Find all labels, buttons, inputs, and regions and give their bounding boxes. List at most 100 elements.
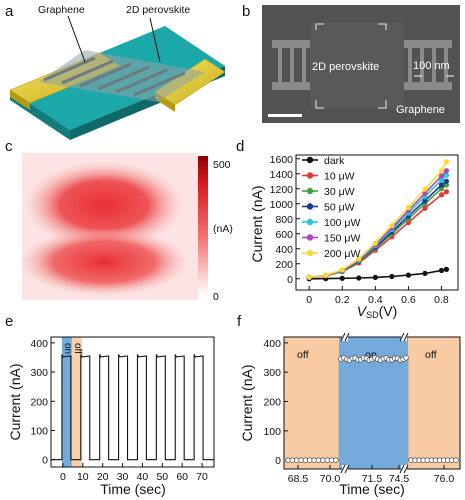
off-label-e: off: [72, 343, 83, 354]
x-tick-label-e: 50: [156, 471, 168, 483]
series-point-d: [438, 168, 445, 174]
x-tick-label-d: 0: [306, 294, 312, 306]
panel-label-d: d: [236, 138, 244, 155]
x-tick-label-d: 0.8: [434, 294, 449, 306]
axis-break-mark: [344, 464, 350, 474]
series-point-d: [356, 256, 362, 262]
sem-perovskite-flake: [310, 22, 404, 108]
axis-ticks-f: 68.5 70.0 71.5 74.5 76.0 0 100 200 300 400: [263, 338, 454, 485]
axis-break-mark: [399, 332, 405, 342]
y-tick-label-d: 800: [275, 214, 293, 226]
colorbar-min-label: 0: [213, 291, 219, 303]
callout-perovskite: 2D perovskite: [126, 4, 190, 16]
legend-marker-d: [306, 172, 314, 179]
series-point-d: [422, 205, 428, 211]
axis-break-gap: [401, 465, 407, 473]
on-off-regions-f: off on off: [284, 337, 460, 469]
legend-label-d: dark: [324, 155, 345, 167]
legend-marker-d: [306, 234, 314, 241]
axis-break-gap: [342, 333, 348, 341]
series-point-d: [356, 275, 362, 281]
x-tick-label-e: 60: [176, 471, 188, 483]
y-tick-label-d: 400: [275, 244, 293, 256]
switching-trace-e: [51, 354, 214, 461]
sem-label-perovskite: 2D perovskite: [312, 61, 379, 73]
series-point-d: [443, 189, 450, 195]
series-point-d: [339, 267, 345, 273]
x-tick-label-e: 40: [137, 471, 149, 483]
series-point-d: [389, 273, 395, 280]
axis-break-mark: [399, 464, 405, 474]
axis-break-mark: [340, 464, 346, 474]
y-tick-label-f: 400: [263, 338, 281, 350]
series-line-d: [309, 161, 448, 279]
xlabel-e: Time (sec): [100, 481, 166, 497]
y-tick-label-e: 200: [30, 396, 48, 408]
legend-marker-d: [306, 187, 314, 195]
legend-marker-d: [306, 156, 314, 164]
legend-marker-d: [306, 218, 314, 226]
y-tick-label-d: 200: [275, 259, 293, 271]
series-line-d: [309, 268, 447, 280]
series-point-d: [405, 204, 412, 211]
axis-break-gap: [401, 333, 407, 341]
on-region-e: [61, 337, 72, 467]
series-point-d: [422, 190, 428, 196]
series-point-d: [443, 182, 450, 188]
panel-f: f off on off 68.5 70.0 71.5 74.5 76.0 0 100 200 30…: [237, 313, 461, 497]
y-tick-label-e: 100: [30, 425, 48, 437]
map-gap: [192, 153, 198, 300]
sem-label-scale: 100 nm: [413, 60, 450, 72]
panel-b: b 2D perovskite Graphene 100 nm: [242, 3, 460, 123]
panel-label-c: c: [5, 138, 13, 155]
series-point-d: [422, 186, 428, 192]
panel-a: a Graphene 2D perovskite: [5, 3, 226, 140]
colorbar-unit-label: (nA): [213, 223, 233, 235]
panel-d: d 0 0.2 0.4 0.6 0.8 0 200 400 600 800 1000 1200 1400…: [236, 138, 459, 320]
x-tick-label-e: 70: [196, 471, 208, 483]
legend-d: dark 10 μW 30 μW 50 μW 100 μW 150 μW 200 μW: [302, 155, 360, 260]
legend-label-d: 150 μW: [324, 233, 360, 245]
series-point-d: [323, 272, 329, 278]
off-point-f: [453, 457, 459, 464]
y-tick-label-d: 1000: [270, 199, 294, 211]
ylabel-f: Current (nA): [239, 364, 255, 441]
off-region-e: [71, 337, 82, 467]
axis-break-mark: [344, 332, 350, 342]
series-point-d: [405, 219, 412, 226]
x-tick-label-f: 68.5: [288, 473, 309, 485]
gold-electrode-left-edge: [10, 90, 30, 110]
x-tick-label-f: 71.5: [362, 473, 383, 485]
y-tick-label-d: 1400: [270, 169, 294, 181]
panel-label-b: b: [242, 3, 250, 20]
series-point-d: [443, 159, 450, 165]
x-tick-label-d: 0.2: [335, 294, 350, 306]
series-point-d: [405, 272, 412, 278]
xlabel-d: VSD(V): [357, 303, 398, 320]
series-point-d: [339, 275, 345, 281]
panel-c: c 500 (nA) 0: [5, 138, 233, 303]
series-point-d: [422, 198, 428, 204]
series-point-d: [372, 274, 378, 280]
series-point-d: [438, 173, 445, 179]
scale-bar: [268, 114, 302, 117]
series-point-d: [306, 274, 312, 280]
y-tick-label-d: 600: [275, 229, 293, 241]
legend-marker-d: [306, 249, 314, 257]
photocurrent-hotspot-bottom: [20, 228, 188, 296]
series-point-d: [389, 222, 395, 229]
legend-label-d: 10 μW: [324, 171, 355, 183]
callout-line-perovskite: [149, 17, 161, 63]
x-tick-label-e: 10: [77, 471, 89, 483]
region-label-off-right: off: [425, 349, 437, 361]
data-points-f: [284, 354, 460, 464]
y-tick-label-e: 0: [42, 455, 48, 467]
series-point-d: [443, 168, 450, 174]
legend-label-d: 200 μW: [324, 248, 360, 260]
series-point-d: [438, 186, 445, 192]
ylabel-d: Current (nA): [249, 185, 265, 262]
y-tick-label-f: 200: [263, 397, 281, 409]
